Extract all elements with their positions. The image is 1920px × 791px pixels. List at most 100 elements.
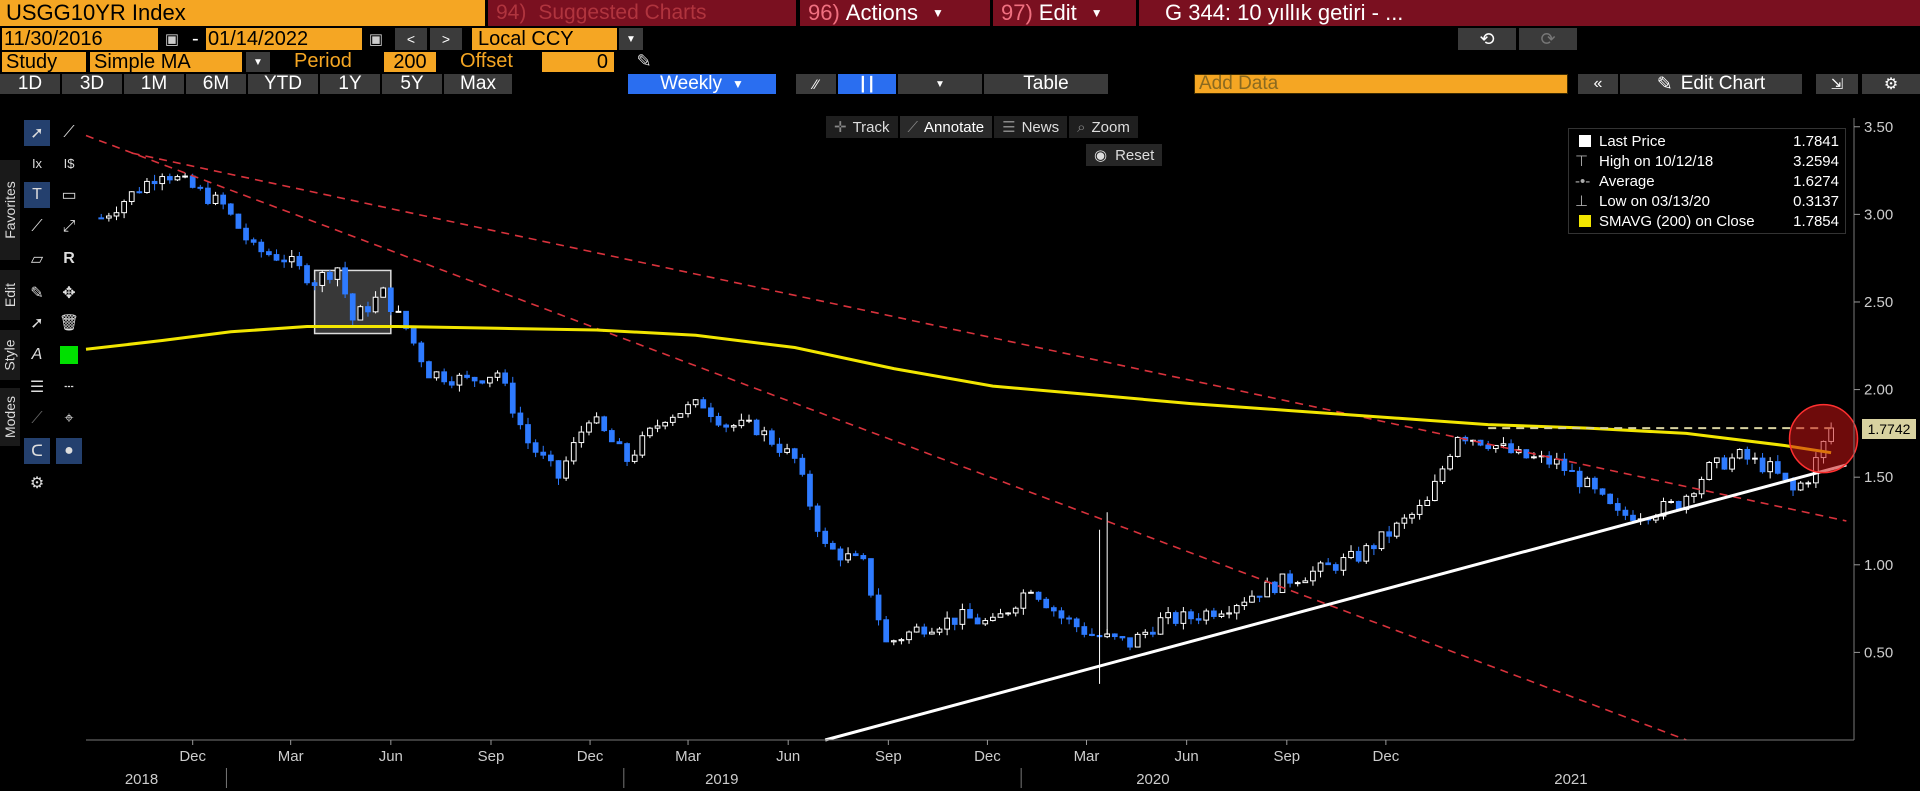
- news-button[interactable]: ☰ News: [994, 116, 1068, 138]
- settings-gear-icon[interactable]: ⚙: [29, 475, 45, 492]
- chart-type-dropdown-icon[interactable]: ▼: [898, 74, 982, 94]
- pointer-icon[interactable]: ➚: [24, 120, 50, 146]
- period-input[interactable]: 200: [384, 51, 436, 73]
- line-chart-icon[interactable]: ⁄⁄: [796, 74, 836, 94]
- candle-body: [799, 457, 806, 475]
- currency-dropdown-icon[interactable]: ▼: [619, 28, 643, 50]
- draw-line-icon[interactable]: ⟋: [63, 124, 75, 141]
- frequency-select[interactable]: Weekly ▼: [628, 73, 776, 94]
- candle-body: [1104, 633, 1111, 638]
- candle-body: [1599, 488, 1606, 495]
- edit-menu-button[interactable]: 97) Edit ▼: [993, 0, 1136, 26]
- x-tick-label: Jun: [776, 748, 800, 765]
- candle-body: [1378, 531, 1385, 550]
- candle-body: [1287, 573, 1293, 584]
- side-tab-favorites[interactable]: Favorites: [0, 160, 20, 260]
- candle-body: [662, 421, 669, 427]
- calendar-icon[interactable]: ▣: [368, 31, 384, 48]
- pen-icon[interactable]: ✎: [636, 50, 652, 71]
- white-trendline: [824, 463, 1847, 742]
- candle-body: [898, 639, 905, 642]
- candle-body: [883, 619, 890, 643]
- fib-dollar-icon[interactable]: I$: [63, 155, 75, 171]
- collapse-icon[interactable]: «: [1578, 74, 1618, 94]
- currency-value: Local CCY: [478, 27, 574, 50]
- range-max[interactable]: Max: [444, 73, 512, 94]
- end-date-field[interactable]: 01/14/2022: [206, 28, 362, 50]
- candle-body: [929, 631, 935, 635]
- candle-body: [1035, 591, 1042, 600]
- actions-button[interactable]: 96) Actions ▼: [800, 0, 990, 26]
- candle-chart-icon[interactable]: ┃┃: [838, 74, 896, 94]
- magnet-icon[interactable]: ᑕ: [24, 438, 50, 464]
- x-tick-label: Sep: [875, 748, 902, 765]
- candle-body: [273, 254, 280, 261]
- annotate-button[interactable]: ⟋ Annotate: [899, 116, 993, 138]
- chevron-down-icon: ▼: [1090, 6, 1103, 20]
- multi-color-icon[interactable]: ●: [56, 438, 82, 464]
- range-1y[interactable]: 1Y: [320, 73, 380, 94]
- r-tool-icon[interactable]: R: [63, 250, 75, 267]
- range-ytd[interactable]: YTD: [248, 73, 318, 94]
- move-icon[interactable]: ✥: [62, 285, 76, 302]
- suggested-charts-button[interactable]: 94) Suggested Charts: [488, 0, 796, 26]
- range-3d[interactable]: 3D: [62, 73, 122, 94]
- candle-body: [1028, 591, 1034, 594]
- font-icon[interactable]: A: [31, 346, 43, 363]
- side-tab-style[interactable]: Style: [0, 330, 20, 380]
- reset-button[interactable]: ◉ Reset: [1086, 144, 1163, 166]
- channel-icon[interactable]: ▱: [30, 251, 44, 268]
- candle-body: [1416, 504, 1423, 515]
- study-dropdown-icon[interactable]: ▼: [246, 52, 270, 72]
- line-weight-icon[interactable]: ☰: [29, 379, 45, 396]
- select-icon[interactable]: ➚: [30, 315, 44, 332]
- pencil-icon: ⟋: [907, 118, 919, 136]
- zoom-button[interactable]: ⌕ Zoom: [1069, 116, 1138, 138]
- range-5y[interactable]: 5Y: [382, 73, 442, 94]
- ticker-field[interactable]: USGG10YR Index: [0, 0, 485, 26]
- edit-pen-icon[interactable]: ✎: [30, 285, 44, 302]
- candle-body: [1325, 562, 1332, 566]
- prev-period-button[interactable]: <: [395, 28, 427, 50]
- range-1d[interactable]: 1D: [0, 73, 60, 94]
- ray-icon[interactable]: ⤢: [62, 218, 76, 235]
- range-6m[interactable]: 6M: [186, 73, 246, 94]
- range-1m[interactable]: 1M: [124, 73, 184, 94]
- candle-body: [1058, 610, 1065, 619]
- add-data-input[interactable]: Add Data: [1194, 73, 1568, 94]
- redo-button[interactable]: ⟳: [1519, 28, 1577, 50]
- start-date-field[interactable]: 11/30/2016: [2, 28, 158, 50]
- candle-body: [1576, 470, 1583, 488]
- gear-icon[interactable]: ⚙: [1862, 74, 1920, 94]
- study-type-select[interactable]: Simple MA: [90, 51, 242, 73]
- chart-settings-icon[interactable]: ⇲: [1816, 74, 1858, 94]
- segment-icon[interactable]: ⟋: [31, 218, 43, 235]
- candle-body: [243, 227, 249, 241]
- fib-icon[interactable]: Ix: [31, 155, 43, 171]
- undo-button[interactable]: ⟲: [1458, 28, 1516, 50]
- track-button[interactable]: ✛ Track: [826, 116, 898, 138]
- measure-icon[interactable]: ⟋: [31, 410, 43, 427]
- calendar-icon[interactable]: ▣: [164, 31, 180, 48]
- candle-body: [1302, 580, 1309, 584]
- edit-chart-button[interactable]: ✎ Edit Chart: [1620, 73, 1802, 95]
- currency-select[interactable]: Local CCY: [472, 28, 617, 50]
- table-button[interactable]: Table: [984, 73, 1108, 94]
- line-style-icon[interactable]: ┄: [64, 379, 74, 396]
- candle-body: [669, 416, 676, 423]
- candle-body: [121, 201, 127, 214]
- candle-body: [1371, 545, 1377, 550]
- candle-body: [197, 186, 204, 189]
- text-icon[interactable]: T: [24, 182, 50, 208]
- side-tab-modes[interactable]: Modes: [0, 388, 20, 446]
- candle-body: [578, 431, 585, 444]
- color-swatch-icon[interactable]: [56, 342, 82, 368]
- side-tab-edit[interactable]: Edit: [0, 270, 20, 320]
- next-period-button[interactable]: >: [430, 28, 462, 50]
- offset-input[interactable]: 0: [542, 51, 614, 73]
- crosshair-icon[interactable]: ⌖: [64, 410, 74, 427]
- candle-body: [547, 454, 554, 462]
- rectangle-icon[interactable]: ▭: [61, 187, 77, 204]
- candle-body: [1172, 612, 1179, 624]
- trash-icon[interactable]: 🗑: [58, 315, 80, 332]
